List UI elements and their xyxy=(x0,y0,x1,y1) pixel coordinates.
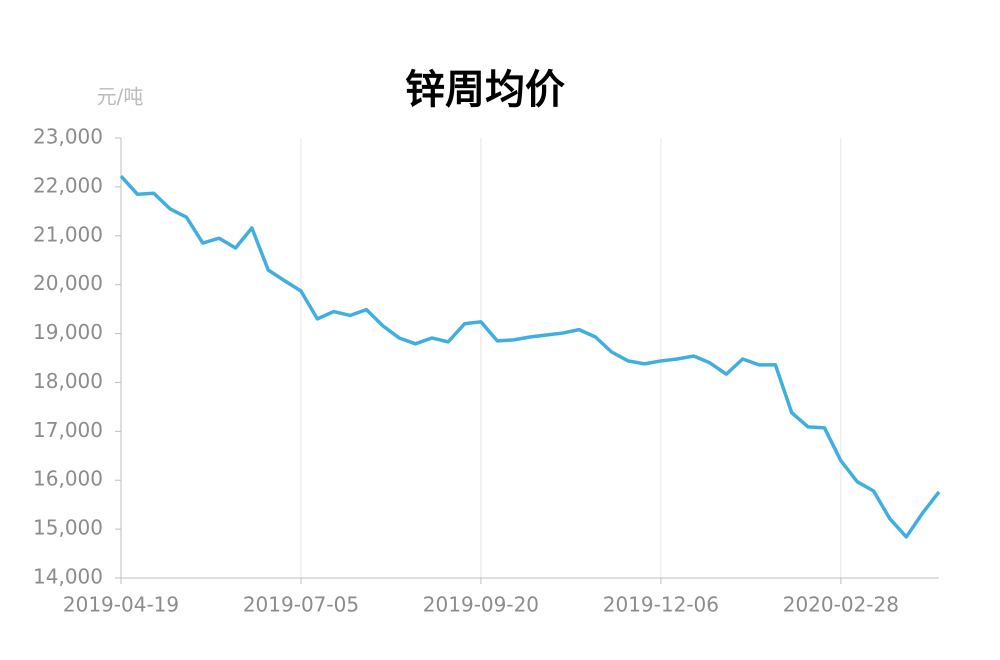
y-tick-label: 21,000 xyxy=(33,222,103,246)
y-unit: 元/吨 xyxy=(97,85,144,109)
y-tick-label: 20,000 xyxy=(33,271,103,295)
y-tick-label: 16,000 xyxy=(33,467,103,491)
x-tick-label: 2019-09-20 xyxy=(423,593,539,617)
y-tick-label: 19,000 xyxy=(33,320,103,344)
y-tick-label: 23,000 xyxy=(33,125,103,149)
x-tick-label: 2019-07-05 xyxy=(243,593,359,617)
y-tick-label: 14,000 xyxy=(33,565,103,589)
y-tick-label: 15,000 xyxy=(33,516,103,540)
x-tick-label: 2019-04-19 xyxy=(63,593,179,617)
x-tick-label: 2019-12-06 xyxy=(603,593,719,617)
x-tick-label: 2020-02-28 xyxy=(783,593,899,617)
line xyxy=(119,174,941,539)
y-tick-label: 18,000 xyxy=(33,369,103,393)
y-tick-label: 17,000 xyxy=(33,418,103,442)
chart-title: 锌周均价 xyxy=(405,67,565,113)
y-tick-label: 22,000 xyxy=(33,173,103,197)
